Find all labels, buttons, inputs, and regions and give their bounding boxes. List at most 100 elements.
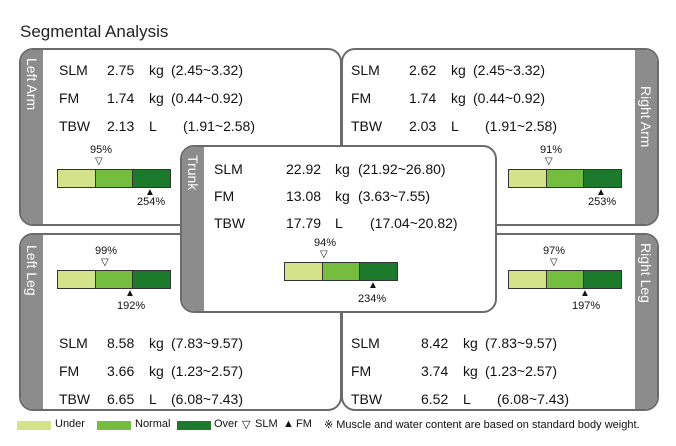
row-name: FM [351,363,372,379]
row-range: (0.44~0.92) [171,90,243,106]
legend-over: Over [214,418,238,430]
row-name: SLM [351,62,380,78]
row-range: (2.45~3.32) [171,62,243,78]
slm-marker-icon: ▽ [101,257,109,268]
row-value: 6.65 [107,391,135,407]
slm-percent: 91% [540,144,563,156]
fm-percent: 234% [358,293,387,305]
slm-marker-icon: ▽ [545,156,553,167]
over-segment [584,170,621,187]
range-bar [284,262,398,281]
row-unit: L [149,118,157,134]
under-segment [58,271,96,288]
segment-label: Left Leg [24,245,40,296]
row-range: (17.04~20.82) [370,215,458,231]
range-bar [508,169,622,188]
slm-percent: 94% [314,237,337,249]
normal-segment [96,170,133,187]
row-unit: L [335,215,343,231]
row-unit: kg [335,161,350,177]
segment-tab: Right Leg [635,235,657,409]
row-unit: L [149,391,157,407]
row-value: 22.92 [286,161,322,177]
row-unit: kg [149,90,164,106]
legend-fm: FM [296,418,312,430]
row-value: 2.03 [409,118,437,134]
normal-segment [547,271,584,288]
row-value: 2.75 [107,62,135,78]
segment-label: Right Leg [638,243,654,303]
row-value: 1.74 [107,90,135,106]
fm-marker-icon: ▲ [368,280,378,291]
row-name: FM [59,363,80,379]
row-range: (7.83~9.57) [485,335,557,351]
row-range: (7.83~9.57) [171,335,243,351]
under-segment [509,170,547,187]
legend-slm: SLM [255,418,278,430]
row-range: (21.92~26.80) [358,161,446,177]
fm-percent: 197% [572,300,601,312]
fm-legend-icon: ▲ [283,418,294,430]
over-segment [133,271,170,288]
row-range: (3.63~7.55) [358,188,430,204]
slm-percent: 99% [95,245,118,257]
row-unit: kg [451,62,466,78]
row-name: TBW [59,118,91,134]
row-value: 2.62 [409,62,437,78]
fm-percent: 253% [588,196,617,208]
slm-marker-icon: ▽ [95,156,103,167]
segment-tab: Trunk [182,147,204,311]
row-unit: kg [149,335,164,351]
row-value: 13.08 [286,188,322,204]
over-segment [360,263,397,280]
segment-label: Left Arm [24,58,40,111]
slm-marker-icon: ▽ [550,257,558,268]
row-name: FM [351,90,372,106]
row-value: 17.79 [286,215,322,231]
row-value: 8.42 [421,335,449,351]
row-name: TBW [351,118,383,134]
row-range: (1.23~2.57) [171,363,243,379]
segment-label: Right Arm [638,86,654,148]
legend-normal: Normal [135,418,171,430]
fm-percent: 192% [117,300,146,312]
row-name: FM [59,90,80,106]
row-range: (1.91~2.58) [183,118,255,134]
over-segment [584,271,621,288]
row-range: (0.44~0.92) [473,90,545,106]
row-unit: kg [149,62,164,78]
row-name: SLM [351,335,380,351]
legend-note: ※ Muscle and water content are based on … [324,419,640,431]
row-name: TBW [351,391,383,407]
fm-marker-icon: ▲ [145,187,155,198]
row-name: SLM [214,161,243,177]
row-unit: L [451,118,459,134]
legend: Under Normal Over ▽ SLM ▲ FM ※ Muscle an… [0,418,676,432]
row-name: SLM [59,62,88,78]
row-range: (6.08~7.43) [171,391,243,407]
row-range: (1.23~2.57) [485,363,557,379]
row-range: (1.91~2.58) [485,118,557,134]
range-gauge: 91% ▽ ▲ 253% [508,144,622,208]
row-range: (6.08~7.43) [497,391,569,407]
fm-marker-icon: ▲ [596,187,606,198]
fm-marker-icon: ▲ [125,288,135,299]
row-value: 6.52 [421,391,449,407]
row-value: 2.13 [107,118,135,134]
range-bar [508,270,622,289]
row-unit: L [463,391,471,407]
under-segment [58,170,96,187]
under-segment [285,263,323,280]
range-gauge: 97% ▽ ▲ 197% [508,245,622,315]
row-unit: kg [335,188,350,204]
range-bar [57,169,171,188]
segment-tab: Left Leg [21,235,43,409]
slm-percent: 95% [90,144,113,156]
row-value: 3.66 [107,363,135,379]
segment-tab: Right Arm [635,50,657,224]
row-name: FM [214,188,235,204]
normal-segment [96,271,133,288]
segment-tab: Left Arm [21,50,43,224]
row-range: (2.45~3.32) [473,62,545,78]
under-segment [509,271,547,288]
